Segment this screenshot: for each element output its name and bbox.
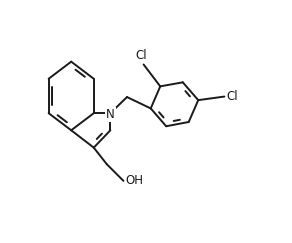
Text: OH: OH bbox=[126, 174, 144, 187]
Text: Cl: Cl bbox=[227, 90, 238, 103]
Text: Cl: Cl bbox=[135, 49, 147, 62]
Text: N: N bbox=[106, 108, 115, 121]
